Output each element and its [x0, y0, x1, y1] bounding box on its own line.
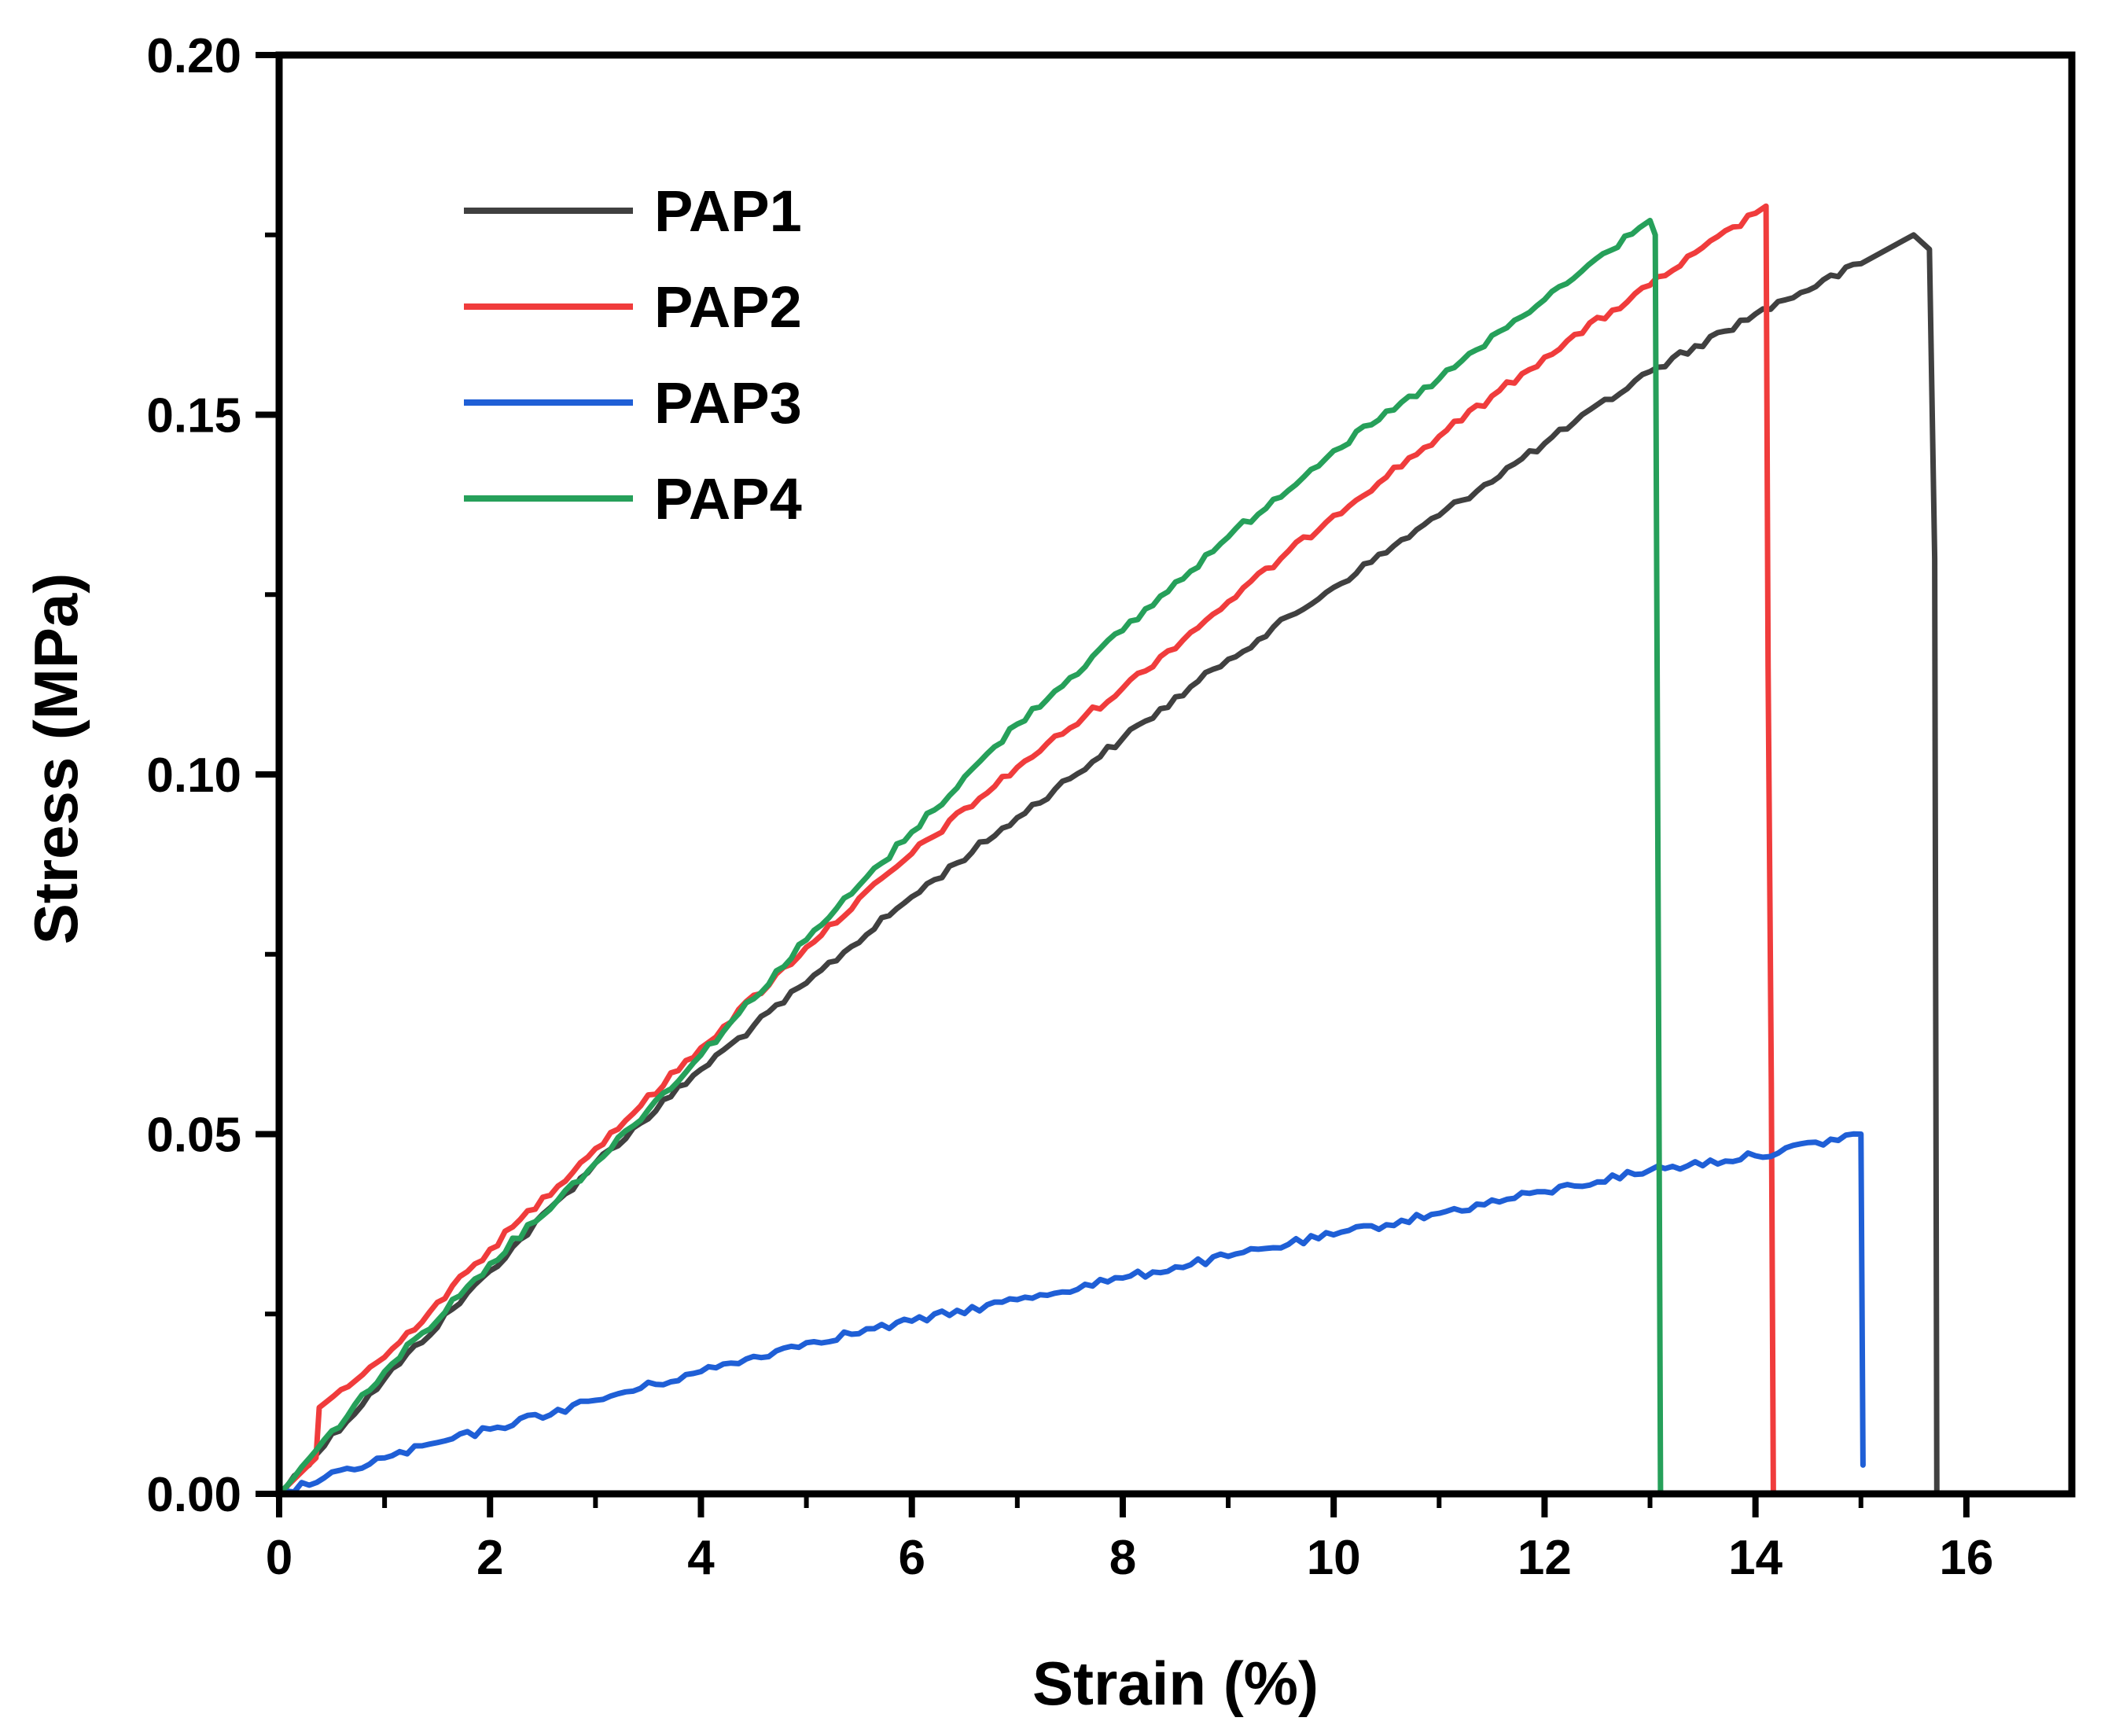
series-layer [276, 203, 1940, 1497]
x-tick-label: 14 [1728, 1531, 1782, 1585]
x-tick-label: 2 [476, 1531, 503, 1585]
x-tick-label: 4 [687, 1531, 715, 1585]
legend-label-pap4: PAP4 [654, 466, 802, 531]
legend-label-pap2: PAP2 [654, 274, 802, 340]
y-axis-title: Stress (MPa) [21, 573, 90, 945]
y-tick-label: 0.00 [146, 1468, 241, 1522]
series-line-pap4 [276, 218, 1664, 1497]
x-tick-label: 16 [1939, 1531, 1993, 1585]
legend-label-pap1: PAP1 [654, 178, 802, 244]
y-tick-label: 0.20 [146, 29, 241, 83]
x-tick-label: 8 [1109, 1531, 1136, 1585]
ticks-layer: 0 2 4 6 8 10 12 14 16 0.00 0.05 0.10 0.15 0.20 [146, 29, 1993, 1585]
legend-label-pap3: PAP3 [654, 370, 802, 436]
x-tick-label: 0 [266, 1531, 292, 1585]
y-tick-label: 0.15 [146, 389, 241, 443]
series-line-pap3 [276, 1131, 1866, 1497]
y-tick-label: 0.05 [146, 1109, 241, 1163]
series-line-pap2 [276, 203, 1776, 1497]
x-tick-label: 10 [1307, 1531, 1361, 1585]
x-tick-label: 12 [1518, 1531, 1572, 1585]
x-tick-label: 6 [898, 1531, 925, 1585]
legend: PAP1 PAP2 PAP3 PAP4 [464, 178, 802, 531]
x-axis-title: Strain (%) [1032, 1649, 1319, 1718]
y-tick-label: 0.10 [146, 748, 241, 803]
